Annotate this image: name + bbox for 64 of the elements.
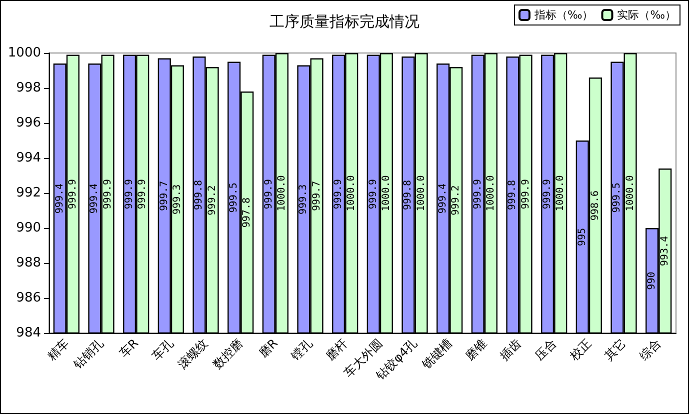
data-label: 999.9 (520, 179, 532, 210)
x-tick-label: 其它 (602, 336, 629, 363)
data-label: 998.6 (590, 190, 601, 221)
x-tick-label: 钻销孔 (70, 336, 106, 372)
data-label: 1000.0 (380, 175, 392, 212)
x-tick-label: 车孔 (148, 336, 176, 363)
data-label: 999.4 (54, 183, 66, 214)
data-label: 999.9 (472, 179, 484, 210)
y-tick-label: 1000 (8, 46, 41, 60)
data-label: 999.9 (124, 179, 136, 210)
legend-label: 指标（‰） (533, 8, 594, 22)
x-tick-label: 车R (116, 336, 142, 360)
data-label: 999.9 (542, 179, 554, 210)
data-label: 999.5 (228, 182, 240, 213)
data-label: 999.8 (402, 180, 414, 210)
data-label: 999.9 (67, 179, 78, 210)
data-label: 999.8 (507, 180, 518, 210)
x-tick-label: 数控磨 (210, 336, 246, 372)
y-tick-label: 996 (16, 116, 41, 130)
data-label: 1000.0 (416, 175, 427, 212)
data-label: 999.7 (311, 180, 322, 211)
data-label: 999.3 (172, 184, 183, 214)
x-tick-label: 综合 (636, 336, 664, 363)
data-label: 1000.0 (555, 175, 566, 212)
chart-title: 工序质量指标完成情况 (270, 12, 420, 30)
data-label: 993.4 (660, 236, 671, 266)
data-label: 999.9 (368, 179, 379, 210)
data-label: 1000.0 (276, 175, 288, 212)
x-tick-label: 校正 (566, 336, 594, 364)
data-label: 999.2 (450, 185, 462, 216)
legend-label: 实际（‰） (617, 8, 676, 22)
data-label: 1000.0 (624, 175, 636, 212)
y-tick-label: 984 (16, 326, 41, 340)
data-label: 999.9 (333, 179, 344, 210)
data-label: 999.4 (438, 183, 449, 214)
x-tick-label: 精车 (44, 336, 72, 363)
x-tick-label: 滚螺纹 (175, 336, 211, 372)
x-tick-label: 铣键槽 (418, 336, 455, 372)
data-label: 999.7 (158, 180, 170, 211)
data-label: 997.8 (242, 197, 253, 228)
data-label: 999.9 (137, 179, 148, 210)
x-tick-label: 磨锥 (462, 336, 490, 363)
data-label: 999.9 (102, 179, 114, 210)
data-label: 999.5 (612, 182, 623, 213)
x-tick-label: 磨R (256, 336, 280, 360)
data-label: 999.9 (263, 179, 274, 210)
data-label: 990 (646, 272, 658, 290)
x-tick-label: 插齿 (497, 336, 524, 363)
data-label: 999.8 (194, 180, 205, 210)
y-tick-label: 998 (16, 80, 41, 96)
data-label: 999.2 (206, 185, 218, 216)
x-tick-label: 压合 (532, 336, 560, 363)
y-tick-label: 990 (16, 220, 41, 236)
y-tick-label: 988 (16, 256, 41, 270)
y-tick-label: 992 (16, 186, 41, 200)
y-tick-label: 986 (16, 290, 41, 306)
x-tick-label: 镗孔 (288, 336, 316, 364)
data-label: 1000.0 (485, 175, 496, 212)
data-label: 999.3 (298, 184, 310, 214)
data-label: 1000.0 (346, 175, 358, 212)
y-tick-label: 994 (16, 150, 41, 166)
data-label: 995 (576, 228, 588, 246)
x-tick-label: 磨杆 (323, 336, 350, 363)
data-label: 999.4 (89, 183, 100, 214)
